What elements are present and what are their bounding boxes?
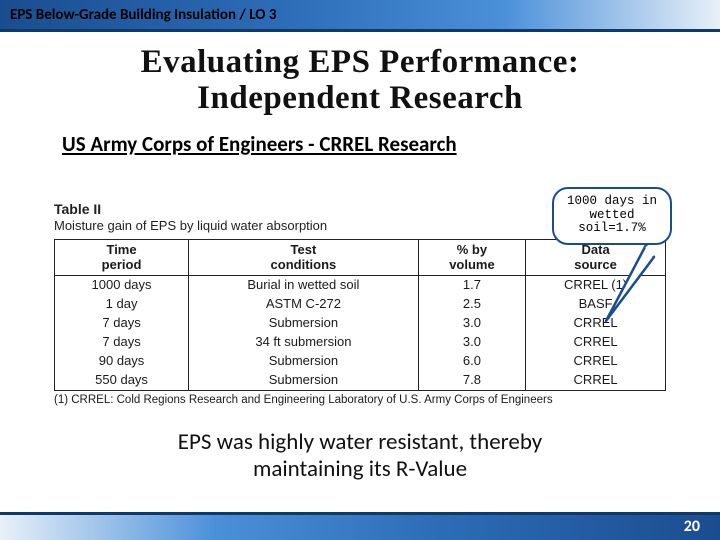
page-number: 20 [684, 517, 700, 536]
cell-conditions: 34 ft submersion [189, 333, 418, 352]
data-table: Time period Test conditions % by volume … [54, 239, 666, 392]
section-subtitle: US Army Corps of Engineers - CRREL Resea… [62, 131, 720, 157]
cell-period: 7 days [55, 333, 188, 352]
cell-pct: 7.8 [419, 371, 525, 390]
cell-period: 90 days [55, 352, 188, 371]
table-header-row: Time period Test conditions % by volume … [55, 239, 666, 276]
table-body: 1000 days 1 day 7 days 7 days 90 days 55… [55, 276, 666, 391]
cell-period: 1000 days [55, 276, 188, 295]
cell-period: 7 days [55, 314, 188, 333]
col-header-conditions: Test conditions [189, 239, 419, 276]
table-area: 1000 days in wetted soil=1.7% Table II M… [54, 201, 666, 408]
table-row: 1000 days 1 day 7 days 7 days 90 days 55… [55, 276, 666, 391]
table-footnote: (1) CRREL: Cold Regions Research and Eng… [54, 394, 666, 407]
title-line-1: Evaluating EPS Performance: [141, 44, 580, 80]
conclusion-line-1: EPS was highly water resistant, thereby [178, 428, 542, 456]
col-header-pct: % by volume [418, 239, 525, 276]
conclusion-line-2: maintaining its R-Value [253, 455, 467, 483]
cell-pct: 3.0 [419, 333, 525, 352]
cell-source: CRREL [526, 333, 665, 352]
conclusion-text: EPS was highly water resistant, thereby … [0, 429, 720, 482]
callout-bubble: 1000 days in wetted soil=1.7% [552, 187, 672, 245]
cell-pct: 2.5 [419, 295, 525, 314]
col-header-time: Time period [55, 239, 189, 276]
page-title: Evaluating EPS Performance: Independent … [0, 44, 720, 117]
cell-source: CRREL [526, 352, 665, 371]
cell-source: CRREL [526, 371, 665, 390]
callout-text: 1000 days in wetted soil=1.7% [557, 195, 667, 236]
title-line-2: Independent Research [197, 80, 523, 116]
breadcrumb: EPS Below-Grade Building Insulation / LO… [10, 6, 276, 24]
cell-conditions: Submersion [189, 352, 418, 371]
cell-pct: 6.0 [419, 352, 525, 371]
cell-conditions: Submersion [189, 371, 418, 390]
cell-conditions: Submersion [189, 314, 418, 333]
footer-bar: 20 [0, 512, 720, 540]
header-bar: EPS Below-Grade Building Insulation / LO… [0, 0, 720, 32]
cell-conditions: ASTM C-272 [189, 295, 418, 314]
cell-conditions: Burial in wetted soil [189, 276, 418, 295]
cell-pct: 3.0 [419, 314, 525, 333]
cell-pct: 1.7 [419, 276, 525, 295]
cell-period: 550 days [55, 371, 188, 390]
cell-period: 1 day [55, 295, 188, 314]
